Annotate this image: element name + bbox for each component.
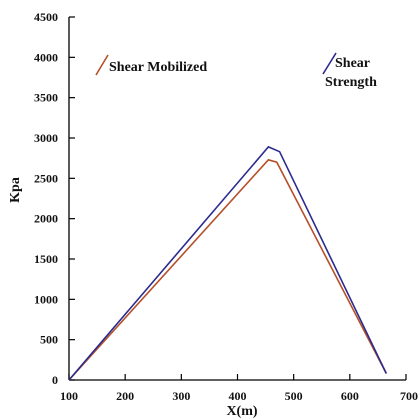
y-ticks: 0 500 1000 1500 2000 2500 3000 3500 4000 4500 (34, 10, 75, 387)
y-tick-label: 500 (40, 333, 58, 347)
x-tick-label: 400 (229, 389, 247, 403)
x-tick-label: 100 (60, 389, 78, 403)
x-ticks: 100 200 300 400 500 600 700 (60, 374, 418, 403)
y-tick-label: 3500 (34, 91, 58, 105)
legend: Shear Mobilized Shear Strength (95, 52, 377, 90)
legend-label: Shear Strength (325, 56, 377, 90)
y-tick-label: 3000 (34, 131, 58, 145)
y-tick-label: 1000 (34, 292, 58, 306)
y-tick-label: 0 (52, 373, 58, 387)
y-axis-label: Kpa (8, 177, 23, 203)
x-tick-label: 700 (400, 389, 418, 403)
x-tick-label: 500 (285, 389, 303, 403)
legend-label: Shear Mobilized (109, 60, 207, 75)
y-tick-label: 2000 (34, 212, 58, 226)
x-tick-label: 200 (116, 389, 134, 403)
y-tick-label: 1500 (34, 252, 58, 266)
legend-label-line: Shear Mobilized (109, 60, 207, 75)
series-line-shear-strength (68, 145, 388, 381)
legend-label-line: Strength (325, 75, 377, 90)
series-layer (68, 145, 388, 381)
y-tick-label: 4000 (34, 50, 58, 64)
legend-swatch (95, 54, 109, 76)
x-axis-label: X(m) (226, 404, 257, 419)
x-tick-label: 300 (172, 389, 190, 403)
x-tick-label: 600 (341, 389, 359, 403)
series-line-shear-mobilized (68, 158, 388, 381)
y-tick-label: 4500 (34, 10, 58, 24)
legend-label-line: Shear (335, 56, 370, 71)
legend-swatch (322, 52, 337, 75)
y-tick-label: 2500 (34, 171, 58, 185)
